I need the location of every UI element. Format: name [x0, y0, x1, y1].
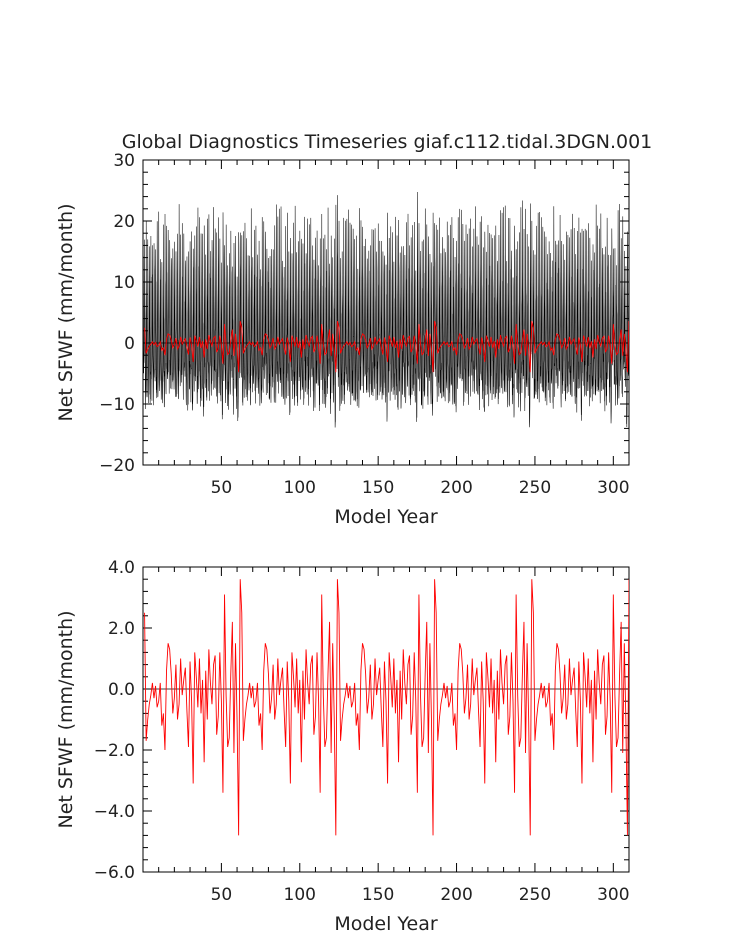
x-axis-label: Model Year	[334, 913, 438, 935]
y-tick-label: −10	[99, 395, 135, 415]
x-axis-label: Model Year	[334, 506, 438, 528]
bottom-panel: 50 100 150 200 250 300 −6.0 −4.0 −2.0 0.0 2.0 4.0 Mo…	[55, 558, 630, 935]
y-tick-label: 10	[113, 273, 135, 293]
y-tick-label: 20	[113, 212, 135, 232]
y-tick-label: 30	[113, 151, 135, 171]
x-tick-label: 150	[362, 885, 394, 905]
y-tick-label: −2.0	[94, 741, 135, 761]
chart-title: Global Diagnostics Timeseries giaf.c112.…	[122, 131, 653, 153]
x-tick-label: 300	[597, 885, 629, 905]
annual-series-line	[144, 579, 629, 836]
y-tick-label: −6.0	[94, 863, 135, 883]
top-panel: 50 100 150 200 250 300 −20 −10 0 10 20 30 Model Year…	[55, 151, 630, 528]
x-tick-label: 250	[519, 885, 551, 905]
x-tick-label: 100	[284, 478, 316, 498]
y-tick-label: −20	[99, 456, 135, 476]
y-tick-label: 4.0	[108, 558, 135, 578]
monthly-series-line	[143, 192, 629, 428]
y-axis-label: Net SFWF (mm/month)	[55, 203, 77, 421]
plot-frame	[142, 566, 630, 873]
y-tick-label: −4.0	[94, 802, 135, 822]
y-tick-label: 2.0	[108, 619, 135, 639]
y-axis-label: Net SFWF (mm/month)	[55, 610, 77, 828]
x-tick-label: 300	[597, 478, 629, 498]
x-tick-label: 200	[440, 885, 472, 905]
annual-series-line	[144, 320, 629, 373]
x-tick-label: 200	[440, 478, 472, 498]
x-tick-label: 100	[284, 885, 316, 905]
x-tick-label: 250	[519, 478, 551, 498]
y-tick-label: 0	[124, 334, 135, 354]
x-tick-label: 50	[211, 885, 233, 905]
y-tick-label: 0.0	[108, 680, 135, 700]
x-tick-label: 150	[362, 478, 394, 498]
x-tick-label: 50	[211, 478, 233, 498]
